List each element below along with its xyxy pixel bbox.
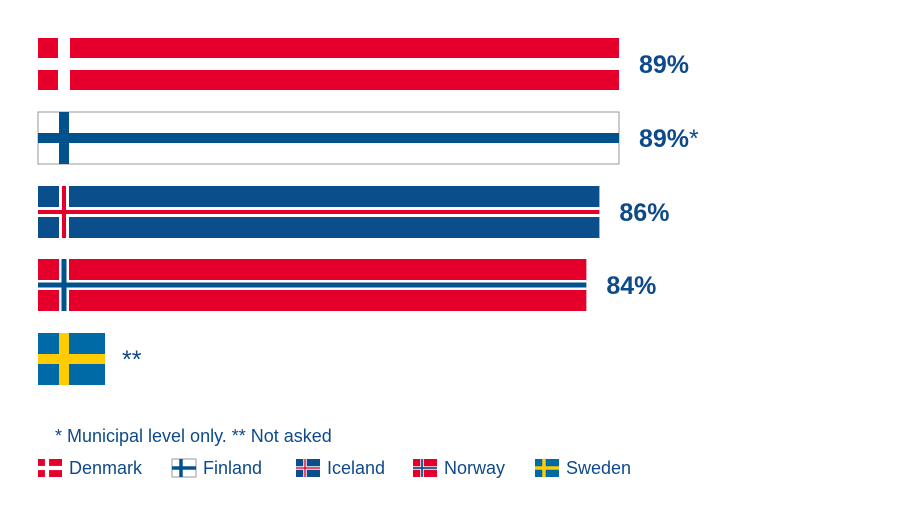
legend-item-sweden: Sweden [535,458,631,478]
footnote: * Municipal level only. ** Not asked [55,426,332,446]
legend-item-norway: Norway [413,458,505,478]
value-label-denmark: 89% [639,51,689,79]
bar-finland [37,111,620,165]
legend-label-iceland: Iceland [327,458,385,478]
norway-flag-icon [413,459,437,477]
bars-group [37,38,620,385]
bar-sweden [38,333,105,385]
legend-label-norway: Norway [444,458,505,478]
value-label-mark-finland: * [689,125,699,153]
legend-label-denmark: Denmark [69,458,143,478]
legend: Denmark Finland Iceland Norway Sweden [38,458,631,478]
iceland-flag-icon [296,459,320,477]
value-label-finland: 89%* [639,125,699,153]
sweden-flag-icon [535,459,559,477]
denmark-flag-icon [38,459,62,477]
bar-norway [38,259,587,311]
finland-flag-icon [171,458,197,478]
legend-item-finland: Finland [171,458,262,478]
value-label-norway: 84% [606,272,656,300]
value-label-iceland: 86% [619,199,669,227]
legend-item-denmark: Denmark [38,458,143,478]
value-labels-group: 89% 89%* 86% 84% ** [122,51,699,374]
bar-iceland [38,186,600,238]
legend-label-sweden: Sweden [566,458,631,478]
value-label-mark-sweden: ** [122,346,142,374]
legend-label-finland: Finland [203,458,262,478]
legend-item-iceland: Iceland [296,458,385,478]
bar-denmark [38,38,619,90]
